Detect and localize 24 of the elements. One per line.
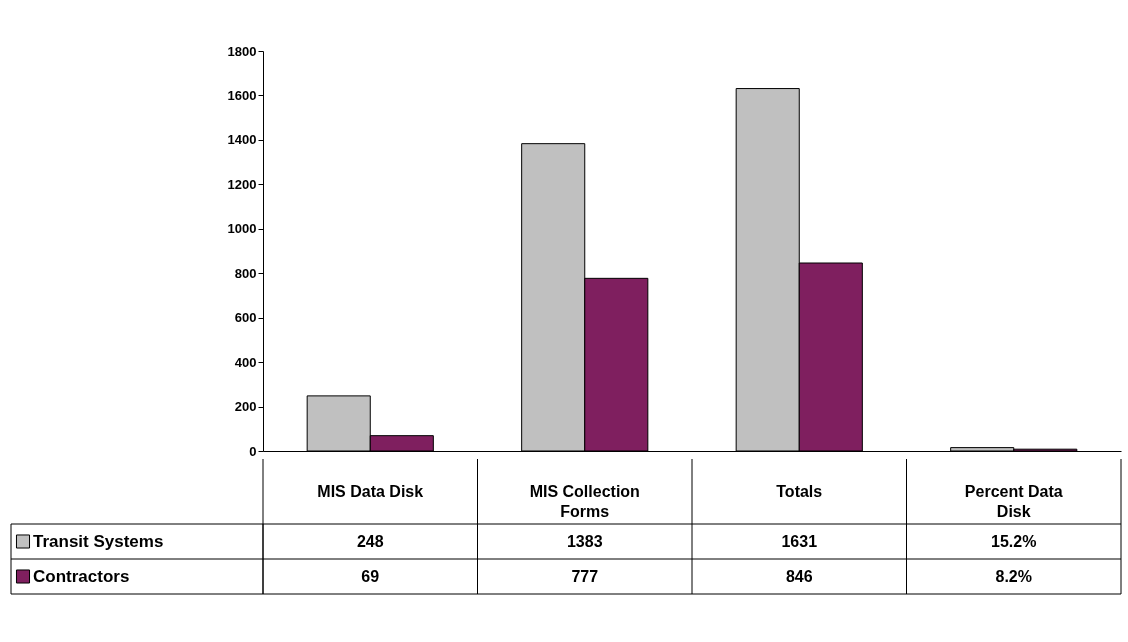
data-label: 69 bbox=[361, 567, 380, 585]
data-label: 846 bbox=[785, 567, 813, 585]
legend-label: Contractors bbox=[33, 566, 130, 586]
x-tick-label: MIS Data Disk bbox=[317, 482, 424, 500]
data-label: 15.2% bbox=[991, 532, 1037, 550]
y-tick-label: 1000 bbox=[227, 221, 257, 237]
y-tick-label: 400 bbox=[234, 354, 257, 370]
x-tick-label: Totals bbox=[776, 482, 823, 500]
y-tick-label: 800 bbox=[234, 265, 257, 281]
y-tick-label: 200 bbox=[234, 399, 257, 415]
data-label: 777 bbox=[571, 567, 599, 585]
x-tick-label: MIS Collection Forms bbox=[529, 482, 640, 520]
y-tick-label: 1400 bbox=[227, 132, 257, 148]
y-tick-label: 1200 bbox=[227, 176, 257, 192]
data-label: 8.2% bbox=[995, 567, 1032, 585]
data-label: 1631 bbox=[781, 532, 818, 550]
data-label: 1383 bbox=[566, 532, 603, 550]
y-tick-label: 600 bbox=[234, 310, 257, 326]
y-tick-label: 1800 bbox=[227, 43, 257, 59]
y-tick-label: 0 bbox=[249, 443, 257, 459]
legend-label: Transit Systems bbox=[33, 531, 164, 551]
data-label: 248 bbox=[356, 532, 384, 550]
x-tick-label: Percent Data Disk bbox=[964, 482, 1063, 520]
y-tick-label: 1600 bbox=[227, 87, 257, 103]
